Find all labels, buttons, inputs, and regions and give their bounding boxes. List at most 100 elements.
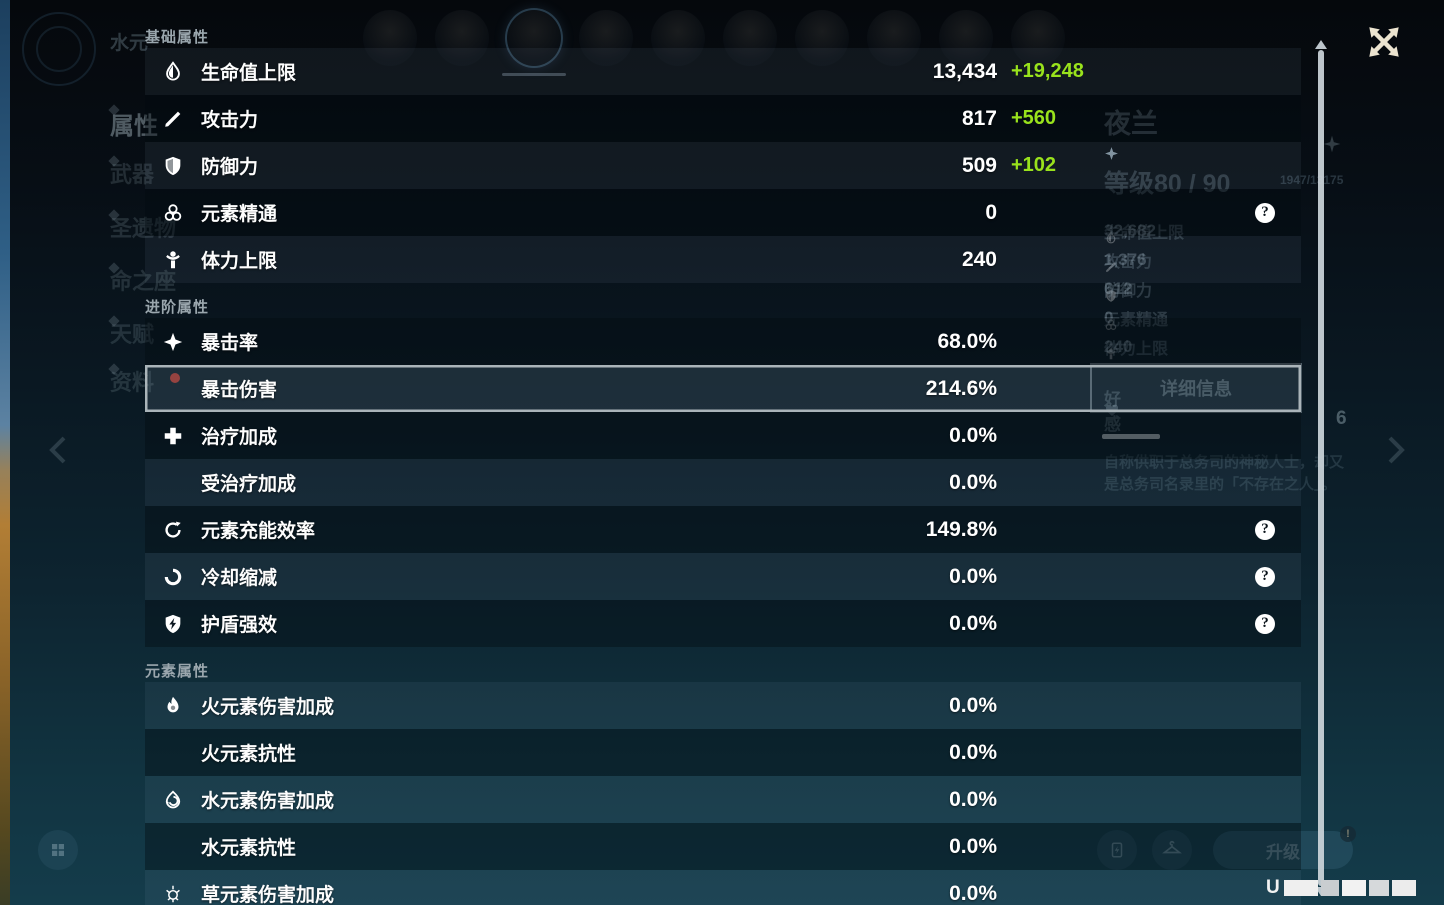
energy-recharge-icon	[145, 519, 201, 541]
prev-character-chevron-icon[interactable]	[44, 434, 72, 466]
uid-prefix: U	[1266, 877, 1280, 898]
attribute-label: 元素充能效率	[201, 521, 316, 542]
attribute-row[interactable]: 火元素抗性 0.0%	[145, 729, 1301, 776]
pyro-icon	[145, 695, 201, 717]
healing-bonus-icon	[145, 425, 201, 447]
attribute-value: 509	[961, 153, 997, 177]
crit-rate-icon	[145, 331, 201, 353]
outfit-button[interactable]	[1152, 830, 1192, 870]
details-info-button[interactable]: 详细信息	[1090, 363, 1302, 413]
game-world-edge	[0, 0, 10, 905]
attribute-bonus: +102	[1011, 154, 1057, 176]
stat-label: 生命值上限	[1104, 224, 1185, 242]
attribute-row[interactable]: 水元素伤害加成 0.0%	[145, 776, 1301, 823]
attribute-value: 0.0%	[949, 881, 997, 905]
attribute-row[interactable]: 攻击力 817 +560	[145, 95, 1301, 142]
party-avatar[interactable]	[1011, 10, 1065, 66]
attribute-label: 草元素伤害加成	[201, 885, 335, 905]
stat-value: 1,376	[1104, 249, 1147, 269]
scrollbar[interactable]	[1318, 50, 1324, 886]
close-button[interactable]	[1358, 16, 1410, 68]
attribute-row[interactable]: 水元素抗性 0.0%	[145, 823, 1301, 870]
attribute-row[interactable]: 元素精通 0?	[145, 189, 1301, 236]
party-avatar[interactable]	[939, 10, 993, 66]
stat-value: 240	[1104, 336, 1133, 356]
attribute-detail-panel: 基础属性 生命值上限 13,434 +19,248 攻击力 817 +560 防御力 509 +1…	[145, 26, 1301, 905]
attribute-value: 0.0%	[949, 740, 997, 764]
attribute-label: 治疗加成	[201, 427, 278, 448]
dendro-icon	[145, 883, 201, 905]
help-icon[interactable]: ?	[1255, 202, 1275, 223]
help-icon[interactable]: ?	[1255, 519, 1275, 540]
attribute-label: 防御力	[201, 157, 259, 178]
cooldown-icon	[145, 566, 201, 588]
help-cell: ?	[1161, 613, 1301, 634]
convert-item-button[interactable]	[1097, 830, 1137, 870]
stat-value: 612	[1104, 278, 1133, 298]
attribute-value: 68.0%	[937, 329, 997, 353]
character-name: 夜兰	[1104, 109, 1158, 139]
help-icon[interactable]: ?	[1255, 566, 1275, 587]
shield-strength-icon	[145, 613, 201, 635]
attribute-value: 0.0%	[949, 611, 997, 635]
attribute-row[interactable]: 元素充能效率 149.8%?	[145, 506, 1301, 553]
stat-label: 攻击力	[1104, 253, 1153, 271]
hydro-icon	[145, 789, 201, 811]
scrollbar-up-arrow[interactable]	[1315, 40, 1327, 49]
atk-icon	[145, 108, 201, 130]
uid-text: U	[1266, 877, 1416, 899]
upgrade-button[interactable]: 升级	[1213, 831, 1353, 869]
attribute-value: 240	[961, 247, 997, 271]
attribute-value: 13,434	[932, 59, 997, 83]
uid-redaction-block	[1368, 880, 1389, 896]
upgrade-alert-badge: !	[1340, 826, 1356, 842]
attribute-row[interactable]: 受治疗加成 0.0%	[145, 459, 1301, 506]
party-avatar[interactable]	[867, 10, 921, 66]
uid-redaction-block	[1341, 880, 1366, 896]
hp-fraction-text: 1947/13175	[1280, 173, 1344, 187]
party-avatar[interactable]	[795, 10, 849, 66]
attribute-row[interactable]: 暴击伤害 214.6%	[145, 365, 1301, 412]
attribute-row[interactable]: 治疗加成 0.0%	[145, 412, 1301, 459]
attribute-row[interactable]: 生命值上限 13,434 +19,248	[145, 48, 1301, 95]
attribute-value: 0.0%	[949, 423, 997, 447]
party-avatar[interactable]	[723, 10, 777, 66]
nav-label: 资料	[110, 370, 155, 395]
nav-label: 属性	[110, 113, 158, 140]
attribute-row[interactable]: 暴击率 68.0%	[145, 318, 1301, 365]
attribute-row[interactable]: 火元素伤害加成 0.0%	[145, 682, 1301, 729]
background-stat-row: 生命值上限 32,682	[1104, 216, 1354, 245]
party-avatar[interactable]	[363, 10, 417, 66]
party-avatar[interactable]	[507, 10, 561, 66]
element-title: 水元	[110, 33, 149, 54]
uid-redaction-block	[1320, 880, 1339, 896]
character-description-line1: 自称供职于总务司的神秘人士，却又	[1104, 454, 1345, 471]
hp-icon	[145, 60, 201, 83]
help-cell: ?	[1161, 566, 1301, 587]
attribute-label: 火元素伤害加成	[201, 697, 335, 718]
attribute-row[interactable]: 护盾强效 0.0%?	[145, 600, 1301, 647]
party-setup-button[interactable]	[38, 830, 78, 870]
section-title: 基础属性	[145, 29, 210, 46]
attribute-row[interactable]: 防御力 509 +102	[145, 142, 1301, 189]
stat-label: 体力上限	[1104, 340, 1169, 358]
selected-avatar-indicator	[502, 73, 566, 76]
help-icon[interactable]: ?	[1255, 613, 1275, 634]
character-description-line2: 是总务司名录里的「不存在之人」。	[1104, 476, 1337, 493]
help-cell: ?	[1161, 202, 1301, 223]
stamina-icon	[145, 249, 201, 271]
attribute-row[interactable]: 冷却缩减 0.0%?	[145, 553, 1301, 600]
attribute-row[interactable]: 体力上限 240	[145, 236, 1301, 283]
next-character-chevron-icon[interactable]	[1382, 434, 1410, 466]
party-avatar[interactable]	[435, 10, 489, 66]
help-cell: ?	[1161, 519, 1301, 540]
def-icon	[145, 155, 201, 177]
friendship-label: 好感	[1104, 390, 1121, 434]
attribute-row[interactable]: 草元素伤害加成 0.0%	[145, 870, 1301, 905]
party-avatar[interactable]	[651, 10, 705, 66]
attribute-label: 攻击力	[201, 110, 259, 131]
friendship-value: 6	[1336, 408, 1347, 429]
attribute-label: 生命值上限	[201, 63, 297, 84]
party-avatar[interactable]	[579, 10, 633, 66]
